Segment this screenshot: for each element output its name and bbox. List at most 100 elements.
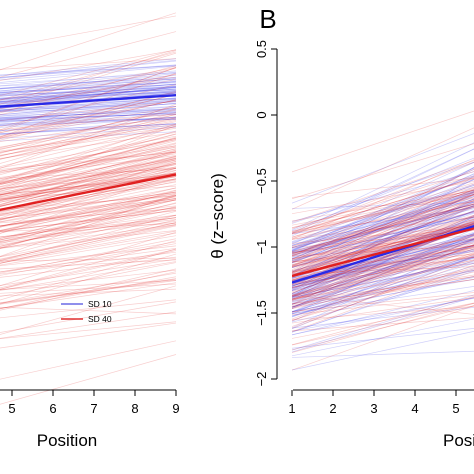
b-individual-line-sd40 (292, 237, 474, 277)
b-individual-line-sd40 (292, 216, 474, 240)
b-individual-line-sd10 (292, 179, 474, 260)
a-individual-line-sd40 (0, 276, 177, 310)
a-individual-line-sd40 (0, 311, 177, 339)
a-individual-line-sd10 (0, 83, 177, 97)
b-individual-line-sd40 (292, 191, 474, 267)
a-individual-line-sd40 (0, 49, 177, 96)
b-individual-line-sd40 (292, 192, 474, 232)
b-individual-line-sd40 (292, 236, 474, 284)
a-individual-line-sd40 (0, 203, 177, 242)
b-individual-line-sd40 (292, 221, 474, 272)
a-individual-line-sd40 (0, 92, 177, 134)
a-individual-line-sd10 (0, 103, 177, 119)
b-individual-line-sd10 (292, 162, 474, 245)
b-individual-line-sd40 (292, 260, 474, 327)
b-individual-line-sd10 (292, 166, 474, 263)
b-individual-line-sd40 (292, 187, 474, 247)
b-individual-line-sd10 (292, 239, 474, 286)
b-individual-line-sd10 (292, 231, 474, 290)
a-individual-line-sd40 (0, 259, 177, 270)
a-individual-line-sd40 (0, 133, 177, 181)
a-individual-line-sd40 (0, 247, 177, 273)
a-individual-line-sd40 (0, 100, 177, 122)
a-individual-line-sd40 (0, 121, 177, 160)
b-individual-line-sd40 (292, 266, 474, 275)
a-individual-line-sd40 (0, 248, 177, 301)
b-individual-line-sd40 (292, 302, 474, 339)
b-individual-line-sd10 (292, 183, 474, 243)
a-individual-line-sd40 (0, 306, 177, 315)
a-individual-line-sd40 (0, 230, 177, 263)
b-individual-line-sd10 (292, 270, 474, 313)
a-individual-line-sd10 (0, 78, 177, 92)
a-individual-line-sd40 (0, 124, 177, 167)
b-individual-line-sd40 (292, 276, 474, 306)
a-individual-line-sd40 (0, 138, 177, 174)
a-individual-line-sd40 (0, 163, 177, 207)
a-individual-line-sd40 (0, 250, 177, 290)
b-individual-line-sd10 (292, 251, 474, 276)
a-individual-line-sd10 (0, 59, 177, 78)
a-individual-line-sd40 (0, 257, 177, 262)
a-individual-line-sd10 (0, 85, 177, 101)
b-individual-line-sd10 (292, 190, 474, 259)
a-individual-line-sd10 (0, 64, 177, 78)
a-individual-line-sd40 (0, 195, 177, 245)
a-individual-line-sd40 (0, 193, 177, 223)
a-individual-line-sd10 (0, 106, 177, 113)
a-individual-line-sd10 (0, 88, 177, 102)
a-individual-line-sd40 (0, 210, 177, 232)
panel-b-mean-lines (292, 224, 474, 284)
b-individual-line-sd40 (292, 178, 474, 233)
a-individual-line-sd10 (0, 99, 177, 115)
b-individual-line-sd10 (292, 235, 474, 303)
b-individual-line-sd40 (292, 259, 474, 307)
a-individual-line-sd10 (0, 89, 177, 95)
b-individual-line-sd10 (292, 193, 474, 277)
a-individual-line-sd40 (0, 202, 177, 248)
a-individual-line-sd40 (0, 159, 177, 202)
b-individual-line-sd10 (292, 217, 474, 284)
a-individual-line-sd40 (0, 140, 177, 187)
b-y-tick-label: −0.5 (254, 168, 269, 194)
b-individual-line-sd10 (292, 246, 474, 295)
b-individual-line-sd10 (292, 195, 474, 276)
a-individual-line-sd40 (0, 169, 177, 201)
a-individual-line-sd10 (0, 108, 177, 120)
b-individual-line-sd40 (292, 203, 474, 247)
b-individual-line-sd10 (292, 296, 474, 353)
b-x-tick-label: 1 (288, 401, 295, 416)
b-individual-line-sd10 (292, 238, 474, 281)
a-individual-line-sd10 (0, 108, 177, 120)
a-individual-line-sd40 (0, 94, 177, 138)
a-individual-line-sd40 (0, 155, 177, 178)
b-individual-line-sd40 (292, 253, 474, 282)
a-individual-line-sd10 (0, 118, 177, 126)
b-individual-line-sd10 (292, 318, 474, 357)
b-individual-line-sd10 (292, 233, 474, 291)
b-individual-line-sd10 (292, 248, 474, 318)
a-individual-line-sd40 (0, 248, 177, 289)
a-individual-line-sd40 (0, 155, 177, 196)
b-individual-line-sd40 (292, 224, 474, 274)
a-individual-line-sd10 (0, 102, 177, 121)
b-individual-line-sd10 (292, 216, 474, 256)
b-individual-line-sd10 (292, 167, 474, 251)
a-individual-line-sd40 (0, 195, 177, 249)
a-individual-line-sd10 (0, 91, 177, 109)
a-individual-line-sd40 (0, 113, 177, 130)
a-individual-line-sd40 (0, 74, 177, 112)
a-individual-line-sd40 (0, 125, 177, 176)
b-individual-line-sd40 (292, 296, 474, 346)
b-individual-line-sd40 (292, 264, 474, 333)
b-individual-line-sd40 (292, 226, 474, 265)
a-individual-line-sd40 (0, 322, 177, 349)
panel-a-x-ticks: 5 6 7 8 9 (8, 390, 180, 416)
a-individual-line-sd40 (0, 205, 177, 227)
b-individual-line-sd10 (292, 234, 474, 289)
b-individual-line-sd40 (292, 205, 474, 278)
a-individual-line-sd40 (0, 137, 177, 184)
b-individual-line-sd40 (292, 239, 474, 308)
a-individual-line-sd40 (0, 192, 177, 215)
a-individual-line-sd40 (0, 116, 177, 142)
